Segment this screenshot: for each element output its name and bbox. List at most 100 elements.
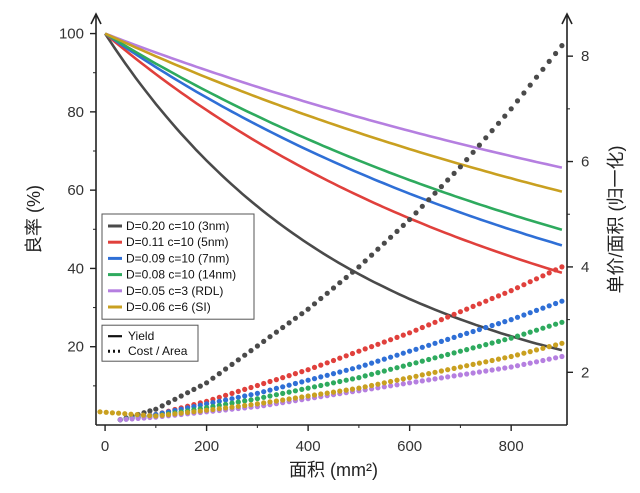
- cost-dot: [292, 315, 298, 321]
- cost-dot: [394, 377, 400, 383]
- cost-dot: [476, 142, 482, 148]
- cost-dot: [273, 385, 279, 391]
- cost-dot: [242, 398, 248, 404]
- cost-dot: [400, 363, 406, 369]
- style-legend-label-1: Cost / Area: [128, 344, 188, 358]
- cost-dot: [165, 412, 172, 418]
- cost-dot: [546, 303, 552, 309]
- cost-dot: [553, 50, 559, 57]
- cost-dot: [426, 371, 432, 377]
- cost-dot: [546, 323, 552, 329]
- cost-dot: [559, 43, 565, 49]
- cost-dot: [451, 350, 457, 356]
- cost-dot: [540, 273, 546, 279]
- cost-dot: [337, 369, 343, 375]
- cost-dot: [153, 413, 159, 419]
- cost-dot: [559, 319, 565, 325]
- cost-dot: [527, 360, 533, 366]
- cost-dot: [546, 58, 552, 64]
- cost-dot: [229, 390, 235, 396]
- cost-dot: [407, 348, 413, 354]
- cost-dot: [318, 362, 324, 368]
- cost-dot: [445, 314, 451, 320]
- cost-dot: [381, 356, 387, 362]
- legend-label-0: D=0.20 c=10 (3nm): [126, 219, 229, 233]
- cost-dot: [223, 392, 229, 398]
- cost-dot: [292, 395, 298, 401]
- cost-dot: [521, 282, 527, 288]
- cost-dot: [508, 335, 514, 341]
- cost-dot: [426, 197, 432, 203]
- cost-dot: [305, 367, 311, 373]
- cost-series-1: [117, 264, 565, 423]
- style-legend-box: [101, 324, 199, 362]
- cost-dot: [254, 343, 260, 349]
- cost-dot: [413, 210, 419, 216]
- cost-dot: [407, 361, 413, 367]
- cost-dot: [483, 342, 489, 348]
- cost-dot: [407, 375, 413, 381]
- cost-dot: [432, 319, 438, 325]
- cost-dot: [223, 397, 229, 403]
- cost-dot: [117, 417, 123, 423]
- cost-dot: [305, 393, 311, 399]
- cost-dot: [489, 357, 495, 364]
- cost-dot: [533, 74, 540, 80]
- cost-dot: [502, 355, 508, 361]
- cost-dot: [273, 329, 279, 335]
- cost-dot: [540, 66, 546, 72]
- cost-dot: [553, 321, 559, 327]
- cost-dot: [514, 98, 521, 104]
- cost-dot: [464, 363, 470, 369]
- cost-dot: [292, 371, 298, 377]
- yield-line-4: [104, 32, 563, 169]
- cost-dot: [413, 373, 419, 379]
- cost-dot: [514, 314, 521, 320]
- cost-dot: [343, 377, 349, 383]
- cost-dot: [216, 398, 222, 404]
- cost-dot: [438, 353, 444, 359]
- y-left-tick-label-60: 60: [67, 182, 84, 199]
- y-right-tick-label-4: 4: [581, 259, 589, 276]
- y-right-axis-arrow: [561, 12, 573, 25]
- cost-dot: [369, 252, 375, 258]
- legend-label-2: D=0.09 c=10 (7nm): [126, 251, 229, 265]
- cost-dot: [381, 380, 387, 386]
- cost-dot: [204, 407, 210, 413]
- cost-dot: [483, 324, 489, 331]
- cost-dot: [514, 363, 521, 369]
- cost-series-5: [97, 340, 565, 419]
- yield-line-5: [104, 32, 563, 193]
- cost-dot: [381, 240, 387, 246]
- cost-dot: [451, 334, 457, 340]
- y-left-axis-title: 良率 (%): [24, 185, 44, 254]
- cost-dots: [97, 43, 565, 423]
- cost-dot: [229, 400, 235, 406]
- cost-dot: [235, 403, 241, 409]
- cost-dot: [280, 390, 286, 396]
- cost-dot: [311, 376, 318, 382]
- x-tick-label-0: 0: [101, 438, 109, 455]
- cost-dot: [413, 327, 419, 333]
- cost-dot: [419, 372, 425, 378]
- y-left-axis-arrow: [90, 12, 102, 25]
- cost-dot: [286, 373, 292, 379]
- cost-dot: [388, 366, 394, 372]
- cost-dot: [349, 366, 356, 372]
- cost-dot: [514, 285, 521, 291]
- cost-dot: [527, 310, 533, 316]
- cost-dot: [324, 381, 330, 387]
- cost-dot: [546, 344, 552, 350]
- cost-dot: [407, 380, 413, 386]
- cost-dot: [470, 345, 476, 351]
- cost-dot: [375, 385, 381, 391]
- cost-dot: [140, 412, 146, 418]
- cost-dot: [413, 379, 419, 385]
- cost-dot: [330, 389, 337, 395]
- cost-dot: [292, 388, 298, 394]
- style-legend-label-0: Yield: [128, 329, 154, 343]
- cost-dot: [369, 371, 375, 377]
- y-left-tick-label-20: 20: [67, 339, 84, 356]
- y-left-tick-label-100: 100: [59, 26, 84, 43]
- cost-dot: [324, 372, 330, 378]
